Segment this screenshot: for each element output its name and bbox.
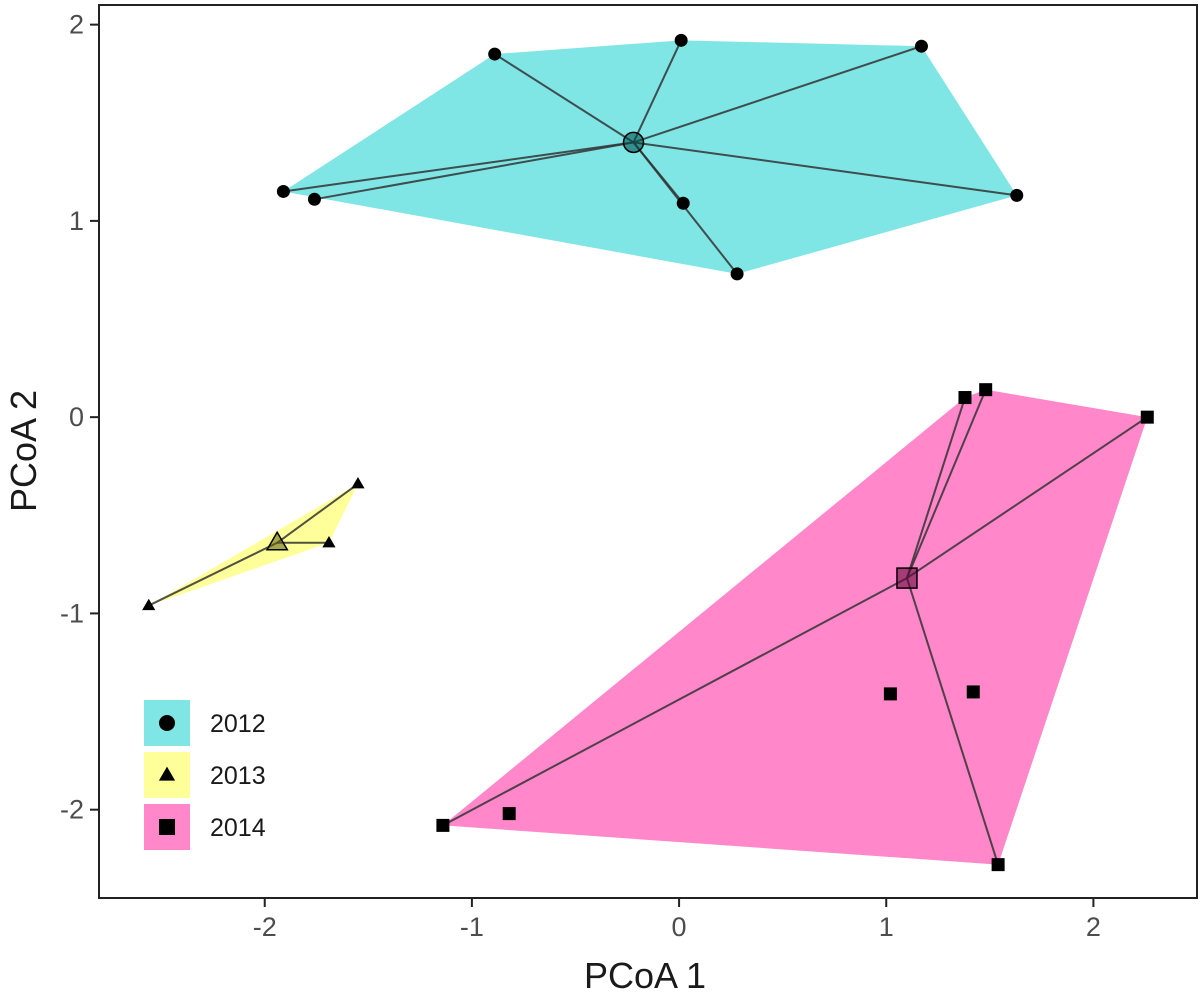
hull-2014 bbox=[442, 389, 1148, 865]
y-axis-title: PCoA 2 bbox=[3, 390, 44, 512]
hull-2012 bbox=[283, 40, 1017, 274]
point-2014 bbox=[979, 383, 993, 397]
point-2014 bbox=[958, 391, 972, 405]
axis-layer: -2 -1 0 1 2 -2 -1 0 1 2 bbox=[60, 10, 1101, 942]
spoke-2012 bbox=[632, 39, 683, 143]
spoke-2012 bbox=[633, 141, 1017, 197]
centroid-shade-2013 bbox=[267, 532, 288, 550]
centroid-shade-2014 bbox=[896, 568, 917, 589]
point-2012 bbox=[1010, 188, 1024, 202]
y-tick-label: 1 bbox=[69, 206, 84, 236]
point-2014 bbox=[991, 858, 1005, 872]
centroid-2014 bbox=[896, 567, 918, 589]
spoke-2012 bbox=[283, 141, 634, 193]
spoke-2014 bbox=[906, 416, 1148, 579]
legend-marker-2013 bbox=[158, 766, 176, 781]
point-2013 bbox=[351, 477, 365, 489]
centroid-2012 bbox=[622, 131, 645, 154]
hull-layer bbox=[148, 40, 1148, 865]
x-tick-label: -2 bbox=[253, 912, 277, 942]
spoke-2012 bbox=[633, 45, 922, 144]
point-2014 bbox=[1140, 410, 1154, 424]
spoke-2014 bbox=[906, 389, 987, 579]
plot-panel-border bbox=[98, 4, 1198, 899]
point-2012 bbox=[307, 192, 321, 206]
point-2013 bbox=[142, 598, 156, 611]
spoke-2013 bbox=[276, 483, 359, 544]
legend: 2012 2013 2014 bbox=[144, 700, 266, 850]
centroid-2013 bbox=[265, 530, 289, 551]
point-2012 bbox=[488, 47, 502, 61]
spoke-2012 bbox=[494, 53, 635, 144]
y-tick-label: 0 bbox=[69, 402, 84, 432]
point-2012 bbox=[676, 196, 690, 210]
point-layer bbox=[142, 33, 1154, 872]
spoke-2013 bbox=[148, 541, 278, 607]
point-2012 bbox=[914, 39, 928, 53]
point-2012 bbox=[276, 184, 290, 198]
point-2014 bbox=[502, 807, 516, 821]
spoke-2014 bbox=[442, 577, 908, 827]
legend-marker-2012 bbox=[159, 715, 175, 731]
spoke-2014 bbox=[906, 397, 966, 579]
point-2014 bbox=[966, 685, 980, 699]
point-2013 bbox=[322, 535, 336, 548]
x-axis-title: PCoA 1 bbox=[584, 955, 706, 994]
spoke-layer bbox=[148, 39, 1148, 865]
x-tick-label: 0 bbox=[672, 912, 687, 942]
y-tick-label: -1 bbox=[60, 598, 84, 628]
centroid-shade-2012 bbox=[623, 132, 644, 153]
point-2014 bbox=[436, 818, 450, 832]
legend-marker-2014 bbox=[159, 819, 175, 835]
centroid-layer bbox=[265, 131, 918, 589]
legend-label-2014: 2014 bbox=[210, 814, 266, 842]
point-2014 bbox=[883, 687, 897, 701]
legend-label-2013: 2013 bbox=[210, 762, 266, 790]
x-tick-label: -1 bbox=[460, 912, 484, 942]
y-tick-label: 2 bbox=[69, 10, 84, 40]
spoke-2014 bbox=[906, 577, 1000, 865]
spoke-2012 bbox=[314, 141, 634, 201]
x-tick-label: 2 bbox=[1086, 912, 1101, 942]
hull-2013 bbox=[148, 483, 358, 606]
x-tick-label: 1 bbox=[879, 912, 894, 942]
y-tick-label: -2 bbox=[60, 795, 84, 825]
legend-label-2012: 2012 bbox=[210, 710, 266, 738]
point-2012 bbox=[730, 267, 744, 281]
point-2012 bbox=[674, 33, 688, 47]
